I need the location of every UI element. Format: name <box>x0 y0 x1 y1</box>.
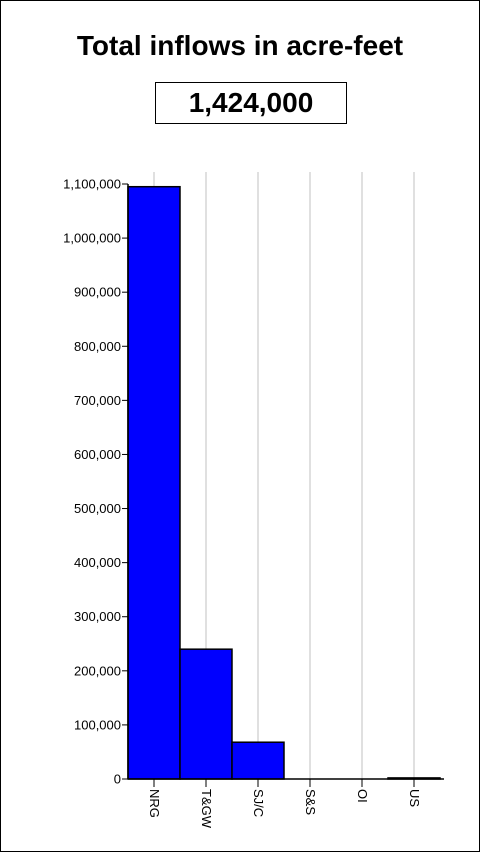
y-tick-label: 800,000 <box>74 339 121 354</box>
bars <box>127 185 441 780</box>
x-tick-label: OI <box>355 789 370 803</box>
bar-t-gw <box>179 648 233 780</box>
x-tick-label: US <box>407 789 422 807</box>
y-axis: 0 100,000 200,000 300,000 400,000 500,000 600,… <box>63 177 129 787</box>
total-box: 1,424,000 <box>155 82 347 124</box>
y-tick-label: 0 <box>114 772 121 787</box>
x-axis: NRG T&GW SJ/C S&S OI US <box>128 778 444 829</box>
x-tick-label: SJ/C <box>251 789 266 817</box>
y-tick-label: 500,000 <box>74 501 121 516</box>
bar-nrg <box>127 185 181 780</box>
y-tick-label: 700,000 <box>74 393 121 408</box>
y-tick-label: 400,000 <box>74 555 121 570</box>
y-tick-label: 1,100,000 <box>63 177 121 192</box>
y-tick-label: 100,000 <box>74 717 121 732</box>
x-tick-label: S&S <box>303 789 318 815</box>
y-tick-label: 300,000 <box>74 609 121 624</box>
total-value: 1,424,000 <box>188 87 314 118</box>
y-tick-label: 200,000 <box>74 663 121 678</box>
chart-title: Total inflows in acre-feet <box>76 30 404 61</box>
y-tick-label: 600,000 <box>74 447 121 462</box>
bar-sj-c <box>231 741 285 780</box>
x-tick-label: T&GW <box>199 789 214 829</box>
y-tick-label: 900,000 <box>74 285 121 300</box>
x-tick-label: NRG <box>147 789 162 818</box>
y-tick-label: 1,000,000 <box>63 231 121 246</box>
